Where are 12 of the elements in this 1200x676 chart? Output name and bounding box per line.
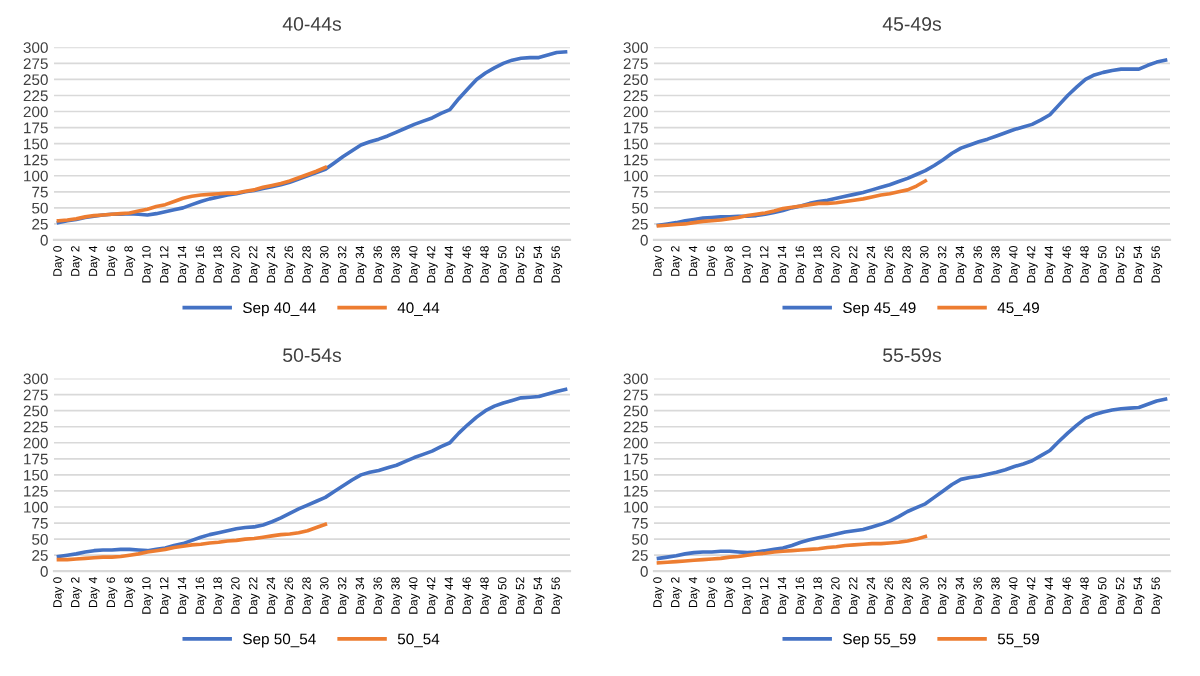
line-series [656, 397, 1168, 561]
chart-title: 55-59s [883, 348, 942, 363]
chart-title: 40-44s [282, 17, 342, 31]
line-series [56, 165, 328, 223]
chart-title: 45-49s [882, 17, 942, 31]
chart-title: 50-54s [283, 348, 342, 363]
line-series [656, 179, 928, 228]
line-series [56, 50, 568, 225]
line-series [56, 522, 328, 562]
line-series [656, 58, 1168, 228]
line-series [56, 387, 568, 559]
line-series [656, 534, 928, 565]
